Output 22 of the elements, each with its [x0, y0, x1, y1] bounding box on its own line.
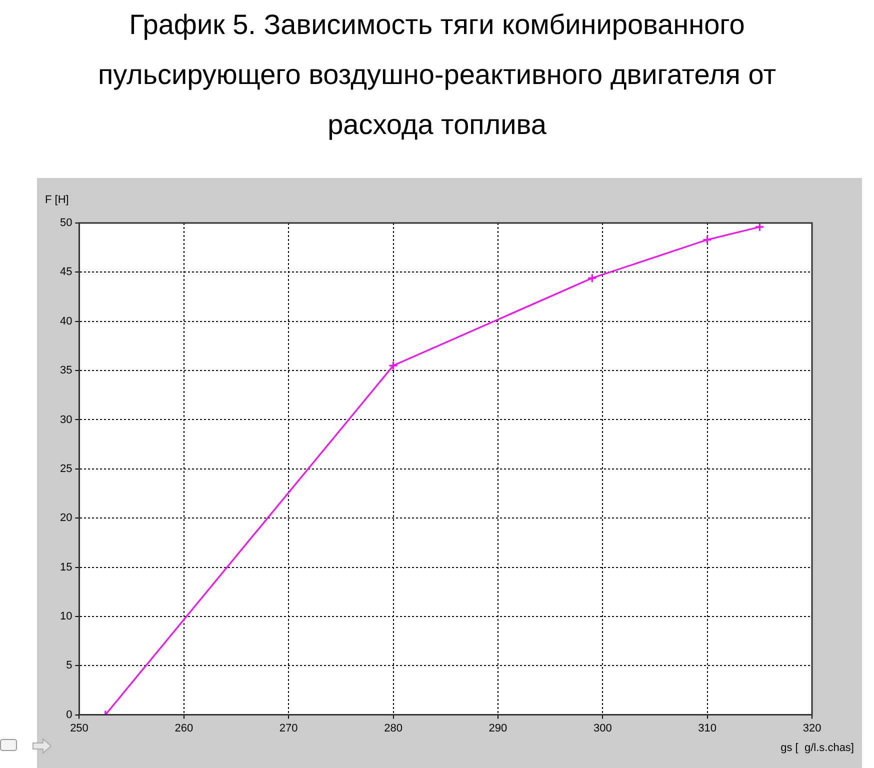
x-axis-title: gs [ g/l.s.chas]: [780, 742, 854, 754]
x-tick-label: 290: [488, 722, 508, 734]
x-tick-label: 320: [802, 722, 822, 734]
y-tick-label: 20: [60, 512, 72, 524]
y-tick-label: 15: [60, 561, 72, 574]
y-axis-title: F [H]: [45, 194, 69, 206]
y-tick-label: 10: [60, 610, 72, 622]
x-tick-label: 250: [70, 722, 88, 734]
y-tick-label: 35: [60, 364, 72, 377]
y-tick-label: 25: [60, 462, 72, 475]
x-tick-label: 270: [279, 722, 298, 734]
y-tick-label: 5: [66, 660, 72, 672]
y-tick-label: 50: [60, 217, 72, 230]
y-tick-label: 45: [60, 266, 72, 278]
x-tick-label: 300: [593, 722, 612, 734]
x-tick-label: 280: [384, 722, 402, 734]
chart-title: График 5. Зависимость тяги комбинированного пульсирующего воздушно-реактивного двигателя от расхода топлива: [96, 8, 778, 142]
x-tick-label: 260: [174, 722, 194, 734]
y-tick-label: 40: [60, 315, 72, 328]
x-tick-label: 310: [698, 722, 716, 734]
y-tick-label: 30: [60, 414, 72, 426]
y-tick-label: 0: [66, 708, 72, 721]
